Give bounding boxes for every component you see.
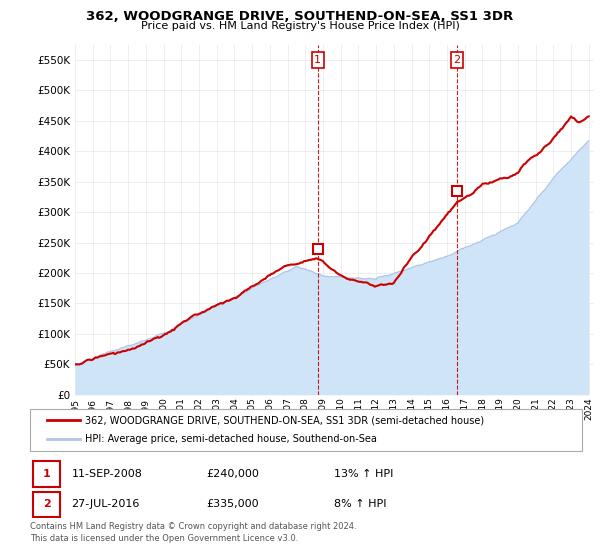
Text: 1: 1	[314, 55, 322, 65]
Text: 13% ↑ HPI: 13% ↑ HPI	[334, 469, 393, 479]
Text: Contains HM Land Registry data © Crown copyright and database right 2024.
This d: Contains HM Land Registry data © Crown c…	[30, 522, 356, 543]
Text: 2: 2	[454, 55, 460, 65]
Text: 1: 1	[43, 469, 50, 479]
FancyBboxPatch shape	[33, 492, 61, 517]
Text: 11-SEP-2008: 11-SEP-2008	[71, 469, 142, 479]
Text: 362, WOODGRANGE DRIVE, SOUTHEND-ON-SEA, SS1 3DR: 362, WOODGRANGE DRIVE, SOUTHEND-ON-SEA, …	[86, 10, 514, 23]
Text: HPI: Average price, semi-detached house, Southend-on-Sea: HPI: Average price, semi-detached house,…	[85, 435, 377, 445]
FancyBboxPatch shape	[33, 461, 61, 487]
Text: Price paid vs. HM Land Registry's House Price Index (HPI): Price paid vs. HM Land Registry's House …	[140, 21, 460, 31]
Text: 362, WOODGRANGE DRIVE, SOUTHEND-ON-SEA, SS1 3DR (semi-detached house): 362, WOODGRANGE DRIVE, SOUTHEND-ON-SEA, …	[85, 415, 484, 425]
FancyBboxPatch shape	[30, 409, 582, 451]
Text: £240,000: £240,000	[206, 469, 260, 479]
Text: 8% ↑ HPI: 8% ↑ HPI	[334, 500, 386, 510]
Text: 27-JUL-2016: 27-JUL-2016	[71, 500, 140, 510]
Text: 2: 2	[43, 500, 50, 510]
Text: £335,000: £335,000	[206, 500, 259, 510]
